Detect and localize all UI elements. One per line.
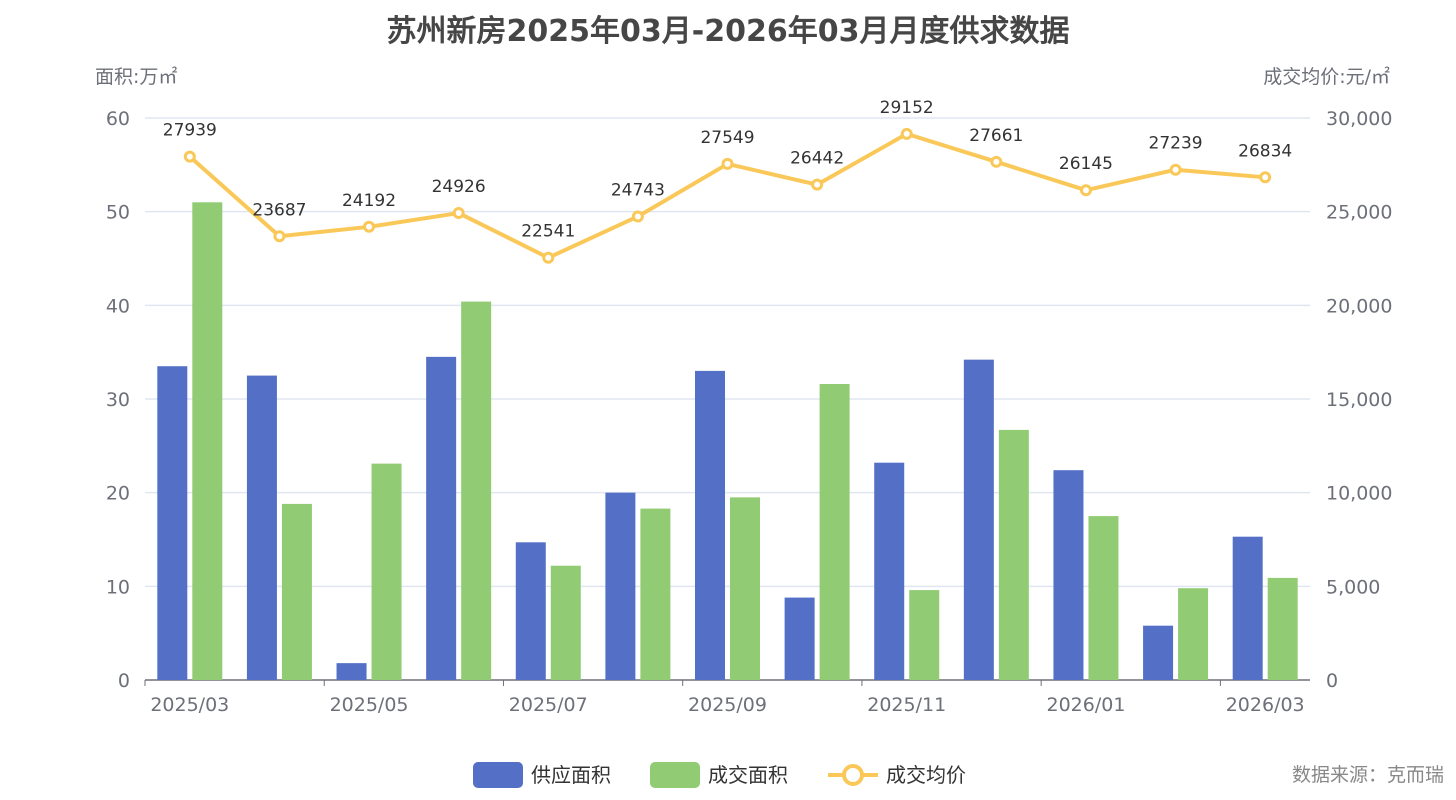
left-axis-tick: 50 [106, 202, 130, 224]
left-axis-tick: 0 [118, 670, 130, 692]
right-axis-label: 成交均价:元/㎡ [1263, 66, 1390, 88]
x-axis-tick: 2025/03 [150, 694, 229, 716]
bar-supply [963, 359, 994, 680]
price-label: 27549 [700, 128, 754, 148]
price-label: 27239 [1149, 134, 1203, 154]
price-label: 27939 [163, 121, 217, 141]
bar-deal [1267, 577, 1298, 680]
price-label: 24192 [342, 191, 396, 211]
bar-supply [695, 370, 725, 680]
x-axis-tick: 2026/03 [1226, 694, 1305, 716]
bar-deal [192, 202, 223, 681]
right-axis-tick: 5,000 [1326, 576, 1380, 598]
price-point [1259, 171, 1272, 184]
price-point [452, 207, 465, 220]
chart-title: 苏州新房2025年03月-2026年03月月度供求数据 [386, 14, 1070, 49]
left-axis-tick: 30 [106, 389, 130, 411]
bar-deal [730, 497, 760, 680]
bar-deal [998, 429, 1029, 680]
bar-deal [371, 463, 402, 680]
price-point [183, 150, 196, 163]
bar-deal [640, 508, 671, 680]
right-axis-tick: 30,000 [1326, 108, 1392, 130]
right-axis-tick: 10,000 [1326, 483, 1392, 505]
price-label: 22541 [521, 222, 575, 242]
price-point [542, 251, 555, 264]
right-axis-tick: 15,000 [1326, 389, 1392, 411]
bar-deal [819, 384, 850, 680]
legend-label: 成交均价 [886, 763, 966, 787]
x-axis-tick: 2025/11 [867, 694, 946, 716]
legend-label: 成交面积 [708, 763, 788, 787]
bar-deal [550, 565, 581, 680]
legend-label: 供应面积 [531, 763, 611, 787]
price-label: 29152 [880, 98, 934, 118]
bar-supply [336, 663, 367, 680]
right-axis-tick: 20,000 [1326, 295, 1392, 317]
price-point [273, 230, 286, 243]
price-label: 23687 [252, 200, 306, 220]
right-axis-tick: 0 [1326, 670, 1338, 692]
price-label: 24743 [611, 180, 665, 200]
price-point [811, 178, 824, 191]
price-point [631, 210, 644, 223]
price-point [990, 155, 1003, 168]
bar-supply [1232, 536, 1263, 680]
price-label: 24926 [432, 177, 486, 197]
bar-supply [1053, 470, 1084, 680]
x-axis-tick: 2025/09 [688, 694, 767, 716]
bar-supply [1143, 625, 1174, 680]
price-point [1079, 184, 1092, 197]
price-point [900, 127, 913, 140]
left-axis-tick: 10 [106, 576, 130, 598]
legend-swatch-1 [650, 762, 700, 788]
price-point [721, 157, 734, 170]
left-axis-tick: 60 [106, 108, 130, 130]
bar-supply [246, 375, 277, 680]
bar-deal [1178, 588, 1209, 680]
x-axis-tick: 2025/05 [330, 694, 409, 716]
bar-deal [909, 590, 940, 680]
bar-deal [281, 503, 312, 680]
price-label: 26834 [1238, 141, 1292, 161]
price-point [363, 220, 376, 233]
left-axis-label: 面积:万㎡ [95, 66, 178, 88]
price-label: 26145 [1059, 154, 1113, 174]
bar-supply [605, 492, 636, 680]
x-axis-tick: 2026/01 [1046, 694, 1125, 716]
price-point [1169, 163, 1182, 176]
legend-swatch-0 [473, 762, 523, 788]
bar-supply [157, 366, 188, 680]
left-axis-tick: 40 [106, 295, 130, 317]
left-axis-tick: 20 [106, 483, 130, 505]
right-axis-tick: 25,000 [1326, 202, 1392, 224]
bar-supply [426, 356, 457, 680]
bar-deal [461, 301, 492, 680]
legend-marker-icon [842, 764, 864, 786]
price-label: 27661 [969, 126, 1023, 146]
bar-supply [874, 462, 905, 680]
bar-supply [784, 597, 815, 680]
price-label: 26442 [790, 149, 844, 169]
bar-deal [1088, 516, 1119, 680]
x-axis-tick: 2025/07 [509, 694, 588, 716]
bar-supply [515, 542, 546, 680]
data-source: 数据来源：克而瑞 [1291, 764, 1444, 786]
